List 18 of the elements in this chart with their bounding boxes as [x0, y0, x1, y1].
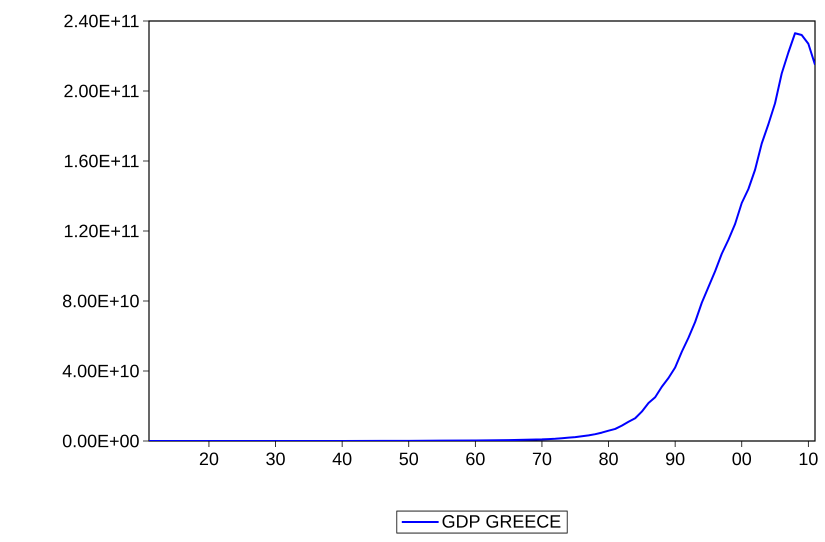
y-tick-label: 4.00E+10: [62, 364, 139, 378]
x-tick-label: 90: [666, 452, 684, 466]
y-tick-label: 1.20E+11: [64, 224, 139, 238]
x-tick-label: 20: [200, 452, 218, 466]
y-tick-label: 8.00E+10: [62, 294, 139, 308]
x-tick-label: 50: [399, 452, 418, 466]
x-tick-label: 60: [466, 452, 485, 466]
legend-label: GDP GREECE: [442, 515, 560, 528]
x-tick-label: 10: [800, 452, 818, 466]
x-tick-label: 40: [332, 452, 352, 466]
y-tick-label: 0.00E+00: [62, 434, 139, 448]
x-tick-label: 00: [732, 452, 752, 466]
y-tick-label: 1.60E+11: [64, 154, 139, 168]
y-tick-label: 2.00E+11: [64, 84, 139, 98]
y-tick-label: 2.40E+11: [64, 14, 139, 28]
x-tick-label: 70: [532, 452, 552, 466]
x-tick-label: 30: [266, 452, 285, 466]
x-tick-label: 80: [599, 452, 618, 466]
